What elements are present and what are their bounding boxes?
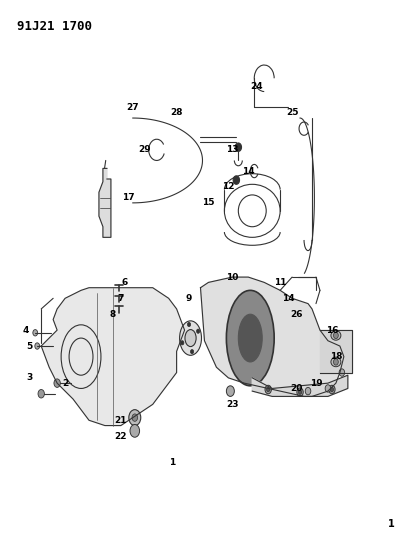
Text: 1: 1	[170, 458, 176, 467]
Text: 27: 27	[126, 103, 139, 112]
Text: 24: 24	[250, 82, 263, 91]
Circle shape	[132, 414, 138, 421]
Text: 3: 3	[26, 373, 32, 382]
Text: 14: 14	[242, 166, 255, 175]
Text: 4: 4	[22, 326, 28, 335]
Polygon shape	[200, 277, 344, 397]
Circle shape	[334, 332, 338, 338]
Circle shape	[35, 343, 40, 349]
Text: 28: 28	[170, 108, 183, 117]
Text: 5: 5	[26, 342, 32, 351]
Text: 17: 17	[123, 193, 135, 202]
Text: 25: 25	[286, 108, 298, 117]
Text: 7: 7	[117, 294, 124, 303]
Circle shape	[181, 341, 184, 345]
Circle shape	[325, 385, 331, 392]
Circle shape	[33, 329, 38, 336]
Text: 6: 6	[122, 278, 128, 287]
Text: 11: 11	[274, 278, 286, 287]
Circle shape	[329, 385, 335, 394]
Text: 16: 16	[326, 326, 338, 335]
Circle shape	[235, 143, 241, 151]
Text: 26: 26	[290, 310, 302, 319]
Ellipse shape	[331, 357, 341, 367]
Text: 18: 18	[330, 352, 342, 361]
Ellipse shape	[180, 321, 201, 356]
Text: 15: 15	[202, 198, 215, 207]
Text: 29: 29	[138, 146, 151, 155]
Circle shape	[54, 379, 60, 387]
Circle shape	[196, 329, 200, 333]
Text: 12: 12	[222, 182, 235, 191]
Text: 9: 9	[185, 294, 192, 303]
Ellipse shape	[185, 329, 196, 346]
Circle shape	[227, 386, 234, 397]
Polygon shape	[99, 168, 111, 237]
Text: 91J21 1700: 91J21 1700	[17, 20, 92, 33]
Text: 23: 23	[226, 400, 239, 409]
Circle shape	[297, 388, 303, 397]
Circle shape	[190, 350, 194, 354]
Circle shape	[130, 424, 140, 437]
Text: 13: 13	[226, 146, 239, 155]
Text: 19: 19	[310, 378, 322, 387]
Text: 8: 8	[110, 310, 116, 319]
Circle shape	[233, 176, 239, 184]
Circle shape	[265, 385, 271, 394]
Text: 22: 22	[115, 432, 127, 441]
Ellipse shape	[227, 290, 274, 386]
Circle shape	[330, 387, 334, 392]
Polygon shape	[320, 330, 352, 373]
Circle shape	[305, 387, 311, 395]
Polygon shape	[41, 288, 184, 425]
Circle shape	[129, 410, 141, 425]
Text: 1: 1	[388, 519, 395, 529]
Text: 10: 10	[226, 272, 239, 281]
Text: 14: 14	[282, 294, 294, 303]
Circle shape	[38, 390, 45, 398]
Circle shape	[334, 359, 338, 365]
Text: 20: 20	[290, 384, 302, 393]
Ellipse shape	[238, 314, 262, 362]
Ellipse shape	[331, 330, 341, 340]
Circle shape	[267, 387, 270, 392]
Polygon shape	[252, 375, 348, 397]
Text: 21: 21	[115, 416, 127, 425]
Circle shape	[339, 369, 344, 376]
Circle shape	[298, 390, 302, 394]
Text: 2: 2	[62, 378, 68, 387]
Circle shape	[187, 322, 190, 327]
